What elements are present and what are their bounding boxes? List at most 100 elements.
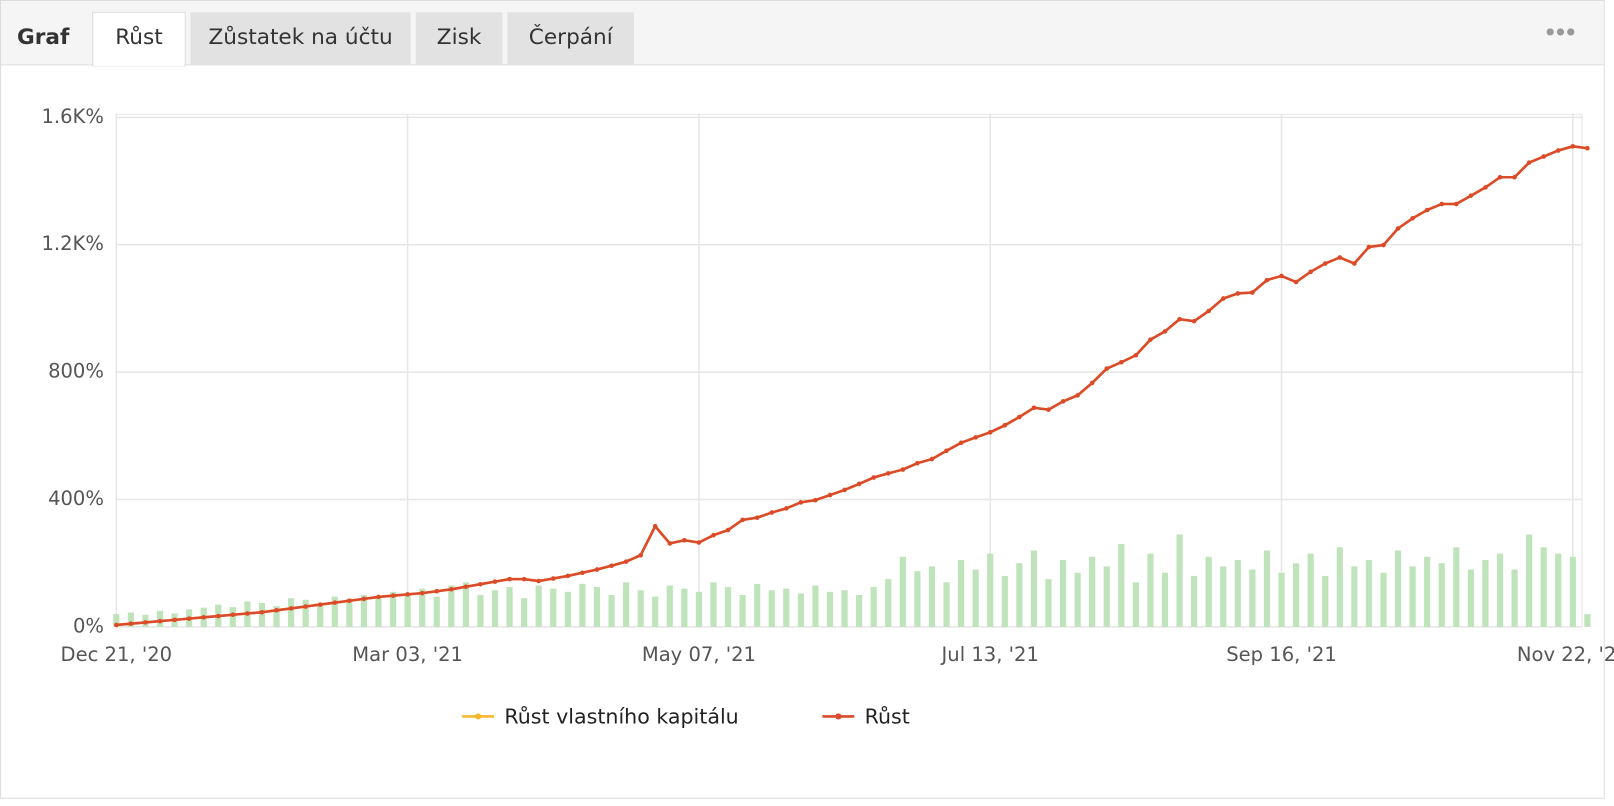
bar xyxy=(1322,575,1329,627)
point xyxy=(842,487,847,493)
bar xyxy=(637,590,644,627)
bar xyxy=(404,593,411,627)
bar xyxy=(710,582,717,627)
point xyxy=(1526,160,1532,165)
bar xyxy=(1438,563,1445,627)
point xyxy=(128,621,134,626)
tab-background xyxy=(415,12,503,65)
bar xyxy=(856,595,863,627)
bar xyxy=(1278,572,1285,627)
point xyxy=(609,563,614,569)
bar xyxy=(1496,553,1504,627)
point xyxy=(1410,216,1415,221)
tabs: Růst Zůstatek na účtu Zisk Čerpání xyxy=(92,11,635,67)
bar xyxy=(564,591,571,627)
bar xyxy=(113,614,120,627)
bar xyxy=(623,582,630,627)
bar xyxy=(1234,560,1241,627)
point xyxy=(1206,308,1211,314)
legend-item[interactable]: Růst vlastního kapitálu xyxy=(462,704,739,728)
bar xyxy=(1409,566,1416,627)
point xyxy=(405,592,410,597)
y-tick-label: 1.6K% xyxy=(41,105,103,128)
line xyxy=(116,145,1588,627)
bar xyxy=(579,583,586,627)
point xyxy=(1046,407,1051,412)
point xyxy=(1293,279,1299,285)
bar xyxy=(826,591,834,627)
point xyxy=(317,602,323,607)
bar xyxy=(419,588,426,627)
point xyxy=(201,615,206,620)
bar xyxy=(521,598,528,627)
x-tick-label: May 07, '21 xyxy=(642,643,756,666)
tab[interactable]: Zůstatek na účtu xyxy=(190,12,411,65)
point xyxy=(492,579,498,584)
tab-label: Zůstatek na účtu xyxy=(208,25,392,50)
point xyxy=(390,593,396,598)
point xyxy=(303,604,308,609)
point xyxy=(347,598,352,604)
bar xyxy=(288,598,295,627)
point xyxy=(434,588,440,594)
bar xyxy=(389,591,397,627)
point xyxy=(361,596,367,602)
bar xyxy=(1030,550,1038,627)
bar xyxy=(739,595,746,627)
point xyxy=(813,497,818,503)
point xyxy=(1250,290,1255,295)
point xyxy=(973,435,978,440)
point xyxy=(1089,380,1095,386)
point xyxy=(1395,226,1401,231)
bar xyxy=(1569,556,1576,627)
bar xyxy=(1045,579,1052,627)
tab-background xyxy=(507,12,635,65)
bar xyxy=(1511,569,1518,627)
bar xyxy=(1103,566,1110,627)
bar xyxy=(652,596,659,627)
bar xyxy=(448,585,455,627)
more-menu[interactable] xyxy=(1546,28,1575,36)
point xyxy=(725,527,731,533)
point xyxy=(696,540,702,545)
point xyxy=(157,618,163,624)
tab[interactable]: Růst xyxy=(92,11,186,67)
point xyxy=(536,578,541,584)
point xyxy=(1075,393,1080,398)
bar xyxy=(1205,556,1212,627)
point xyxy=(1497,174,1503,180)
point xyxy=(1439,201,1445,207)
bar xyxy=(506,587,513,627)
bar xyxy=(958,560,965,627)
point xyxy=(711,532,716,538)
tab-label: Čerpání xyxy=(529,24,614,50)
bar xyxy=(754,583,761,627)
legend-item[interactable]: Růst xyxy=(822,704,910,728)
tab[interactable]: Čerpání xyxy=(507,12,635,65)
point xyxy=(230,612,236,618)
point xyxy=(915,460,920,466)
bar xyxy=(360,595,368,627)
bar xyxy=(1467,569,1474,627)
tab[interactable]: Zisk xyxy=(415,12,503,65)
bar xyxy=(666,585,673,627)
bar xyxy=(1161,572,1169,627)
point xyxy=(216,613,221,619)
y-tick-label: 0% xyxy=(73,614,104,637)
bar xyxy=(1380,572,1387,627)
bar xyxy=(1336,547,1343,627)
bar xyxy=(273,606,280,627)
dot xyxy=(1546,28,1554,36)
bar xyxy=(1307,553,1314,627)
bar xyxy=(491,590,499,627)
bar xyxy=(1074,572,1081,627)
bar xyxy=(258,602,266,627)
point xyxy=(143,620,148,625)
y-tick-label: 800% xyxy=(48,360,104,383)
point xyxy=(245,611,250,616)
point xyxy=(1555,148,1561,153)
bar xyxy=(462,582,469,627)
grid: 0% 400% 800% 1.2K% 1.6K% Dec 21, '20 Mar 03, '… xyxy=(41,105,1614,666)
point xyxy=(769,510,775,515)
